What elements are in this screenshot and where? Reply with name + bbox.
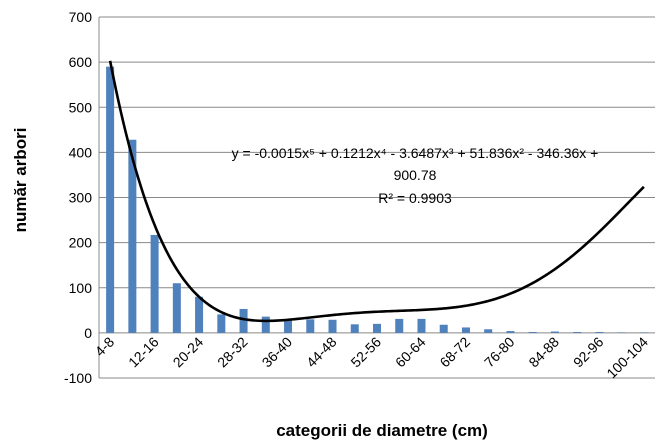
x-tick-labels: 4-8 12-16 20-24 28-32 36-40 44-48 52-56 60-64 68… (92, 334, 652, 382)
x-tick-label: 60-64 (392, 334, 429, 371)
y-tick-label: 600 (69, 54, 93, 70)
x-tick-label: 100-104 (603, 334, 651, 382)
bar (550, 331, 559, 333)
x-tick-label: 92-96 (570, 334, 607, 371)
x-tick-label: 36-40 (259, 334, 296, 371)
x-tick-label: 84-88 (525, 334, 562, 371)
bar (484, 329, 493, 333)
x-tick-label: 76-80 (481, 334, 518, 371)
bar (284, 320, 293, 333)
x-tick-label: 28-32 (214, 334, 251, 371)
x-tick-label: 20-24 (170, 334, 207, 371)
bar (528, 331, 537, 333)
y-tick-label: 100 (69, 280, 93, 296)
x-tick-label: 68-72 (436, 334, 473, 371)
x-axis-title: categorii de diametre (cm) (276, 421, 488, 440)
bar (128, 139, 137, 333)
bar (328, 319, 337, 333)
bar (595, 331, 604, 333)
bar (239, 308, 248, 333)
x-tick-label: 52-56 (347, 334, 384, 371)
y-tick-label: 500 (69, 99, 93, 115)
r-squared-label: R² = 0.9903 (378, 190, 452, 206)
bar (372, 323, 382, 333)
bar (150, 234, 159, 333)
bar (106, 66, 115, 333)
y-tick-label: 300 (69, 190, 93, 206)
y-tick-label: 200 (69, 235, 93, 251)
x-tick-label: 4-8 (92, 334, 118, 360)
bar (573, 331, 582, 333)
bar (439, 324, 448, 333)
bar (395, 318, 404, 333)
bar (417, 318, 426, 333)
bar (461, 327, 470, 333)
bar (506, 331, 515, 333)
trendline-equation-line2: 900.78 (394, 167, 437, 183)
y-tick-label: 700 (69, 9, 93, 25)
y-tick-labels: -100 0 100 200 300 400 500 600 700 (64, 9, 92, 386)
x-tick-label: 12-16 (125, 334, 162, 371)
y-axis-title: număr arbori (11, 128, 30, 233)
x-tick-label: 44-48 (303, 334, 340, 371)
bar (306, 319, 315, 333)
bar (217, 314, 226, 333)
bar (195, 296, 204, 333)
bars (106, 66, 648, 333)
bar (350, 324, 359, 333)
trendline (108, 60, 645, 323)
y-tick-label: -100 (64, 370, 92, 386)
bar (172, 283, 181, 333)
trendline-equation-line1: y = -0.0015x⁵ + 0.1212x⁴ - 3.6487x³ + 51… (232, 145, 599, 161)
y-tick-label: 400 (69, 144, 93, 160)
y-tick-label: 0 (84, 325, 92, 341)
bar (261, 316, 270, 333)
